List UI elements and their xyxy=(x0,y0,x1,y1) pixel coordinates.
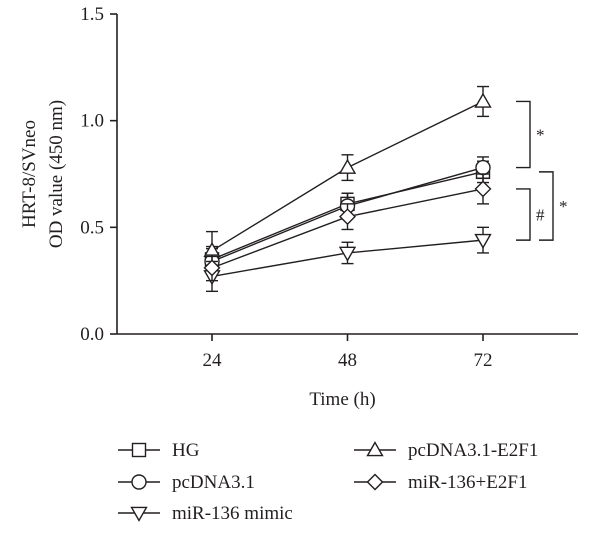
significance-bracket: # xyxy=(516,188,545,241)
y-tick-label: 1.0 xyxy=(80,111,104,132)
significance-label: * xyxy=(559,197,568,216)
legend-label: pcDNA3.1 xyxy=(172,472,255,493)
diamond-marker xyxy=(366,473,384,491)
x-axis-title: Time (h) xyxy=(309,389,375,410)
x-tick-label: 48 xyxy=(338,350,357,371)
legend-label: miR-136+E2F1 xyxy=(408,472,527,493)
legend-label: miR-136 mimic xyxy=(172,503,293,524)
circle-marker xyxy=(475,159,491,176)
axis-ticks: 0.0 0.5 1.0 1.5 24 48 72 xyxy=(80,4,492,371)
y-axis-title-line: HRT-8/SVneo xyxy=(19,120,40,228)
circle-marker xyxy=(131,474,147,490)
triangle-down-marker xyxy=(130,506,148,522)
y-tick-label: 1.5 xyxy=(80,4,104,25)
legend-item: miR-136 mimic xyxy=(118,503,293,524)
significance-bracket: * xyxy=(539,171,568,241)
triangle-up-marker xyxy=(366,441,384,457)
significance-label: # xyxy=(536,206,545,225)
bracket-line xyxy=(539,171,554,241)
diamond-marker xyxy=(474,180,492,198)
series-layer xyxy=(203,85,492,293)
diamond-marker xyxy=(339,208,356,226)
x-tick-label: 24 xyxy=(203,350,223,371)
legend-item: miR-136+E2F1 xyxy=(354,472,527,493)
y-tick-label: 0.0 xyxy=(80,324,104,345)
y-axis-title-line: OD value (450 nm) xyxy=(46,100,67,248)
x-tick-label: 72 xyxy=(474,350,493,371)
y-axis-title: HRT-8/SVneo OD value (450 nm) xyxy=(19,100,67,248)
triangle-up-marker xyxy=(474,92,492,108)
triangle-down-marker xyxy=(474,233,492,250)
series-miR-136 mimic xyxy=(203,226,492,293)
legend-item: pcDNA3.1 xyxy=(118,472,255,493)
legend-label: pcDNA3.1-E2F1 xyxy=(408,440,538,461)
diamond-marker xyxy=(203,259,221,277)
bracket-line xyxy=(516,100,531,169)
legend-label: HG xyxy=(172,440,200,461)
triangle-down-marker xyxy=(338,246,357,262)
legend-item: pcDNA3.1-E2F1 xyxy=(354,440,538,461)
significance-annotations: * # * xyxy=(516,100,568,241)
series-miR-136+E2F1 xyxy=(203,173,492,282)
significance-bracket: * xyxy=(516,100,545,169)
square-marker xyxy=(131,442,147,458)
legend-item: HG xyxy=(118,440,200,461)
legend: HG pcDNA3.1 miR-136 mimic pcDNA3.1-E2F1 miR-… xyxy=(118,440,538,524)
triangle-up-marker xyxy=(338,158,357,174)
significance-label: * xyxy=(536,126,545,145)
bracket-line xyxy=(516,188,531,241)
y-tick-label: 0.5 xyxy=(80,217,104,238)
